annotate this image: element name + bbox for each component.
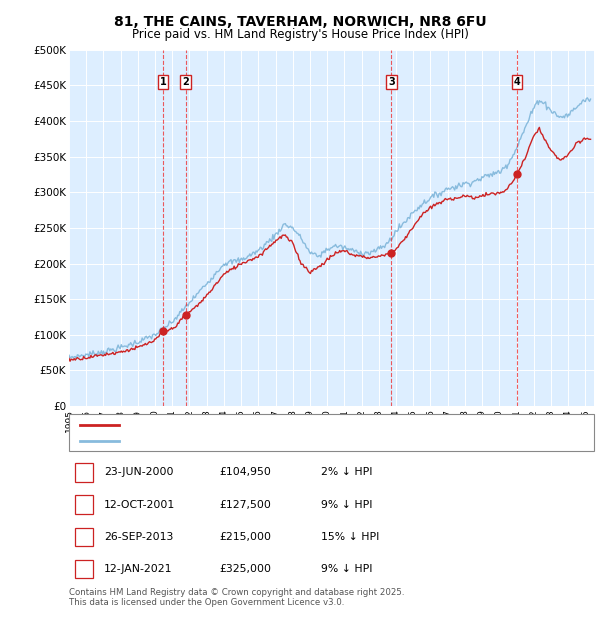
Text: 4: 4 bbox=[80, 564, 88, 574]
Text: 81, THE CAINS, TAVERHAM, NORWICH, NR8 6FU: 81, THE CAINS, TAVERHAM, NORWICH, NR8 6F… bbox=[113, 16, 487, 30]
Text: 3: 3 bbox=[80, 532, 88, 542]
Text: £215,000: £215,000 bbox=[219, 532, 271, 542]
Text: 81, THE CAINS, TAVERHAM, NORWICH, NR8 6FU (detached house): 81, THE CAINS, TAVERHAM, NORWICH, NR8 6F… bbox=[128, 420, 457, 430]
Text: 23-JUN-2000: 23-JUN-2000 bbox=[104, 467, 173, 477]
Text: 1: 1 bbox=[80, 467, 88, 477]
Text: 26-SEP-2013: 26-SEP-2013 bbox=[104, 532, 173, 542]
Text: 2: 2 bbox=[80, 500, 88, 510]
Text: £104,950: £104,950 bbox=[219, 467, 271, 477]
Text: £325,000: £325,000 bbox=[219, 564, 271, 574]
Text: 2% ↓ HPI: 2% ↓ HPI bbox=[321, 467, 373, 477]
Text: 2: 2 bbox=[182, 77, 189, 87]
Text: HPI: Average price, detached house, Broadland: HPI: Average price, detached house, Broa… bbox=[128, 436, 363, 446]
Text: 1: 1 bbox=[160, 77, 167, 87]
Text: 9% ↓ HPI: 9% ↓ HPI bbox=[321, 500, 373, 510]
Text: £127,500: £127,500 bbox=[219, 500, 271, 510]
Text: 9% ↓ HPI: 9% ↓ HPI bbox=[321, 564, 373, 574]
Text: 15% ↓ HPI: 15% ↓ HPI bbox=[321, 532, 379, 542]
Text: 12-OCT-2001: 12-OCT-2001 bbox=[104, 500, 175, 510]
Text: 12-JAN-2021: 12-JAN-2021 bbox=[104, 564, 172, 574]
Text: 3: 3 bbox=[388, 77, 395, 87]
Text: 4: 4 bbox=[514, 77, 520, 87]
Text: Contains HM Land Registry data © Crown copyright and database right 2025.
This d: Contains HM Land Registry data © Crown c… bbox=[69, 588, 404, 607]
Text: Price paid vs. HM Land Registry's House Price Index (HPI): Price paid vs. HM Land Registry's House … bbox=[131, 28, 469, 41]
